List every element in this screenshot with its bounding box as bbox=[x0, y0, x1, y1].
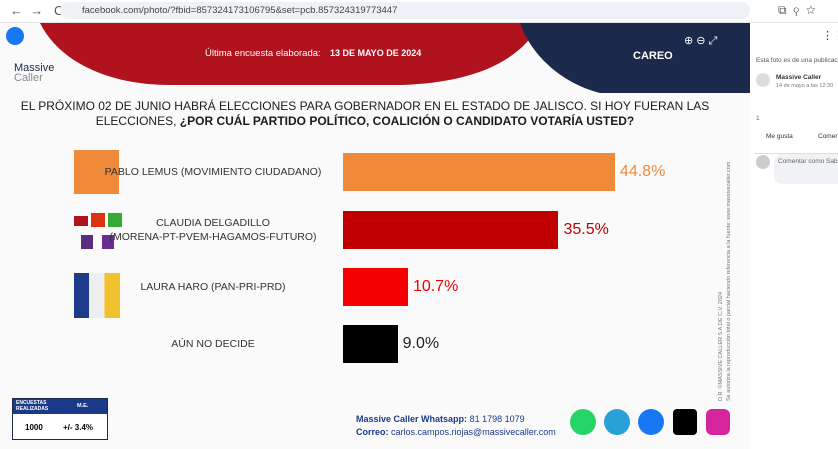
email-label: Correo: bbox=[356, 427, 389, 437]
bar bbox=[343, 211, 559, 249]
header-navy bbox=[520, 23, 750, 93]
stats-n: 1000 bbox=[25, 423, 43, 432]
value-label: 10.7% bbox=[412, 278, 459, 295]
stats-table: ENCUESTAS REALIZADAS M.E. 1000 +/- 3.4% bbox=[12, 398, 108, 440]
bar bbox=[343, 325, 398, 363]
zoom-controls[interactable]: ⊕ ⊖ ⤢ bbox=[684, 35, 718, 47]
browser-actions[interactable]: ⧉ ⚲ ☆ bbox=[778, 3, 816, 17]
facebook-icon[interactable] bbox=[638, 409, 664, 435]
header-shapes bbox=[40, 23, 750, 93]
logo-coalition bbox=[74, 213, 122, 255]
comment-button[interactable]: Comer bbox=[818, 133, 838, 140]
email: carlos.campos.riojas@massivecaller.com bbox=[391, 427, 556, 437]
legal: D.R. ©MASSIVE CALLER S.A.DE C.V. 2024 Se … bbox=[717, 131, 733, 401]
tag: CAREO bbox=[633, 50, 673, 62]
menu-icon[interactable]: ⋮⋮ bbox=[822, 30, 838, 42]
nav-buttons[interactable]: ← → C bbox=[10, 3, 64, 18]
like-count[interactable]: 1 bbox=[756, 115, 760, 122]
contact-whatsapp: Massive Caller Whatsapp: 81 1798 1079 bbox=[356, 414, 525, 424]
author[interactable]: Massive Caller bbox=[776, 74, 822, 81]
brand-1: Massive bbox=[14, 62, 55, 74]
logo-frente bbox=[74, 273, 120, 318]
brand-2: Caller bbox=[14, 72, 43, 84]
comment-box[interactable]: Comentar como Sab bbox=[774, 154, 838, 184]
stats-col1: ENCUESTAS REALIZADAS bbox=[16, 400, 49, 412]
value-label: 44.8% bbox=[619, 163, 666, 180]
stats-me: +/- 3.4% bbox=[63, 423, 94, 432]
bar-chart: PABLO LEMUS (MOVIMIENTO CIUDADANO) 44.8% C… bbox=[0, 23, 750, 449]
survey-label: Última encuesta elaborada: bbox=[205, 48, 321, 59]
category-label: PABLO LEMUS (MOVIMIENTO CIUDADANO) bbox=[104, 166, 322, 178]
contact-email: Correo: carlos.campos.riojas@massivecall… bbox=[356, 427, 556, 437]
avatar bbox=[756, 73, 770, 87]
logo-mc bbox=[74, 150, 119, 194]
category-label: LAURA HARO (PAN-PRI-PRD) bbox=[140, 281, 286, 293]
question: EL PRÓXIMO 02 DE JUNIO HABRÁ ELECCIONES … bbox=[20, 99, 710, 129]
my-avatar bbox=[756, 155, 770, 169]
sidebar: ⋮⋮ Esta foto es de una publicac Massive … bbox=[750, 23, 838, 449]
telegram-icon[interactable] bbox=[604, 409, 630, 435]
copyright: D.R. ©MASSIVE CALLER S.A.DE C.V. 2024 bbox=[718, 291, 724, 401]
social-icons bbox=[570, 409, 730, 435]
post-note: Esta foto es de una publicac bbox=[756, 57, 838, 64]
url: facebook.com/photo/?fbid=857324173106795… bbox=[82, 5, 398, 16]
bar bbox=[343, 268, 408, 306]
like-button[interactable]: Me gusta bbox=[766, 133, 793, 140]
address-bar[interactable]: facebook.com/photo/?fbid=857324173106795… bbox=[60, 2, 750, 19]
header-red bbox=[40, 23, 540, 85]
brand: Massive Caller bbox=[14, 62, 55, 84]
survey-date: 13 DE MAYO DE 2024 bbox=[330, 48, 422, 58]
question-lead: EL PRÓXIMO 02 DE JUNIO HABRÁ ELECCIONES … bbox=[20, 99, 710, 128]
fb-badge bbox=[6, 27, 24, 45]
bar bbox=[343, 153, 615, 191]
whatsapp-icon[interactable] bbox=[570, 409, 596, 435]
whatsapp: 81 1798 1079 bbox=[469, 414, 525, 424]
whatsapp-label: Massive Caller Whatsapp: bbox=[356, 414, 468, 424]
stats-col2: M.E. bbox=[77, 403, 89, 409]
value-label: 9.0% bbox=[402, 335, 440, 352]
notice: Se autoriza la reproducción total o parc… bbox=[726, 161, 732, 401]
instagram-icon[interactable] bbox=[706, 409, 730, 435]
question-bold: ¿POR CUÁL PARTIDO POLÍTICO, COALICIÓN O … bbox=[179, 114, 635, 128]
value-label: 35.5% bbox=[563, 221, 609, 238]
category-label: CLAUDIA DELGADILLO (MORENA-PT-PVEM-HAGAM… bbox=[109, 217, 317, 243]
photo: Massive Caller Última encuesta elaborada:… bbox=[0, 23, 750, 449]
browser-bar: ← → C facebook.com/photo/?fbid=857324173… bbox=[0, 0, 838, 23]
comment-placeholder: Comentar como Sab bbox=[778, 158, 838, 165]
x-icon[interactable] bbox=[673, 409, 697, 435]
category-label: AÚN NO DECIDE bbox=[171, 338, 255, 350]
post-time[interactable]: 14 de mayo a las 12:30 bbox=[776, 83, 834, 89]
